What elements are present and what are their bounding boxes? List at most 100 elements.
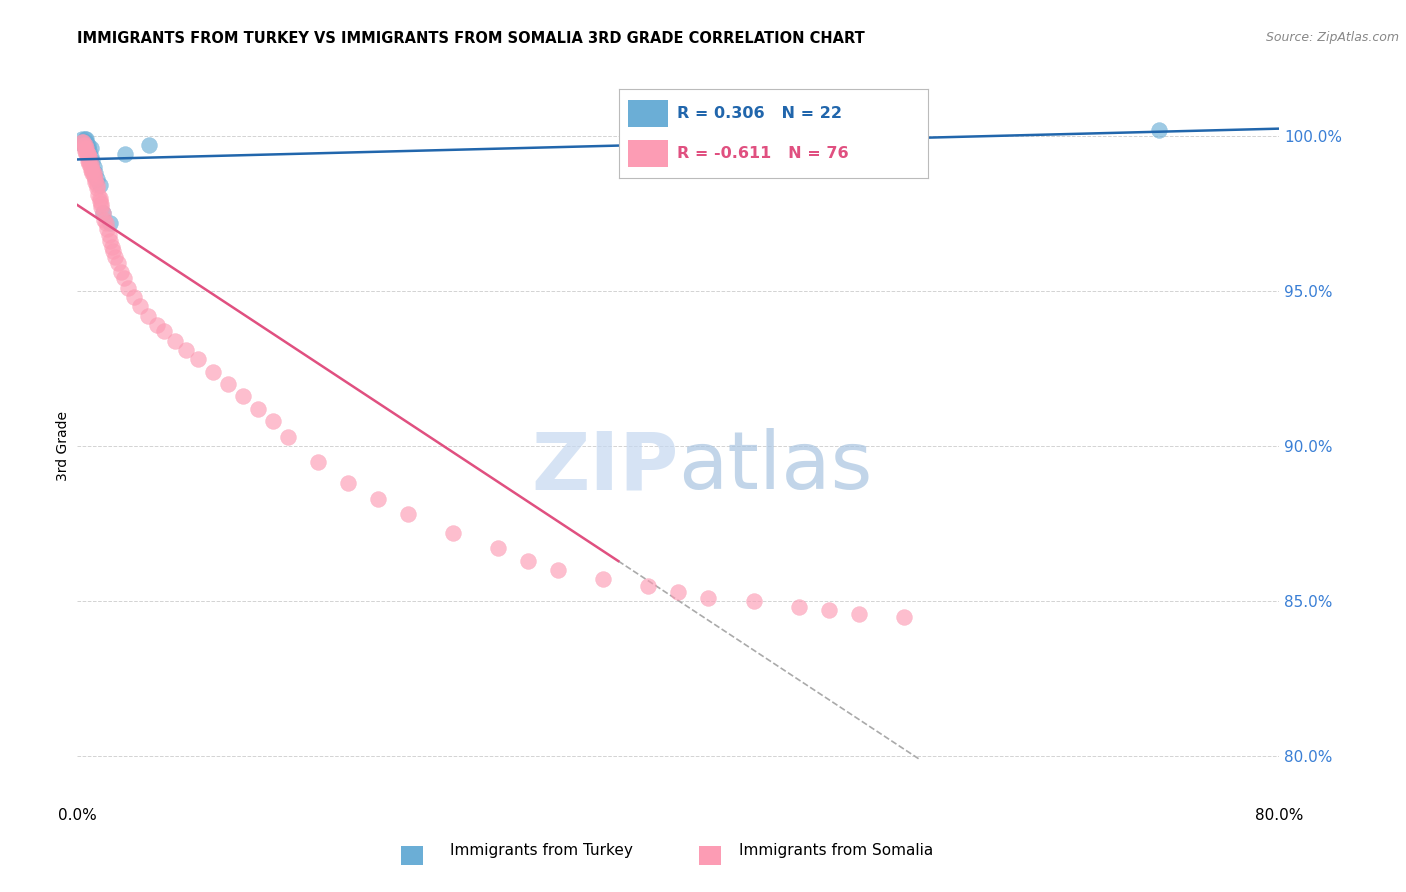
Point <box>697 591 720 605</box>
Point <box>201 365 224 379</box>
Point <box>75 141 97 155</box>
Text: Source: ZipAtlas.com: Source: ZipAtlas.com <box>1265 31 1399 45</box>
Text: IMMIGRANTS FROM TURKEY VS IMMIGRANTS FROM SOMALIA 3RD GRADE CORRELATION CHART: IMMIGRANTS FROM TURKEY VS IMMIGRANTS FRO… <box>77 31 865 46</box>
Point <box>84 166 107 180</box>
Point <box>262 414 284 428</box>
Point <box>89 178 111 193</box>
Point <box>592 573 614 587</box>
Point <box>277 430 299 444</box>
Point <box>83 166 105 180</box>
Point <box>76 141 98 155</box>
Point <box>517 554 540 568</box>
Point <box>84 172 107 186</box>
Point <box>153 324 176 338</box>
Point <box>86 181 108 195</box>
Point <box>83 160 105 174</box>
Point <box>97 227 120 242</box>
Point <box>136 309 159 323</box>
Point <box>367 491 389 506</box>
Text: R = 0.306   N = 22: R = 0.306 N = 22 <box>678 106 842 120</box>
Point <box>129 299 152 313</box>
Point <box>163 334 186 348</box>
Point <box>547 563 569 577</box>
Point <box>848 607 870 621</box>
Point <box>70 132 93 146</box>
Point <box>80 156 103 170</box>
Point <box>100 234 122 248</box>
Point <box>73 141 96 155</box>
Point <box>174 343 197 357</box>
Y-axis label: 3rd Grade: 3rd Grade <box>56 411 70 481</box>
Point <box>75 147 97 161</box>
Point <box>73 138 96 153</box>
Point <box>107 256 129 270</box>
Point <box>80 160 103 174</box>
Point <box>396 508 419 522</box>
Point <box>742 594 765 608</box>
Point <box>112 271 135 285</box>
Point <box>82 166 104 180</box>
Point <box>103 244 125 258</box>
Point <box>217 376 239 391</box>
Text: R = -0.611   N = 76: R = -0.611 N = 76 <box>678 146 849 161</box>
Point <box>146 318 169 332</box>
Point <box>668 584 690 599</box>
Point <box>232 389 254 403</box>
Point <box>79 145 101 159</box>
Point <box>76 151 98 165</box>
Point <box>138 138 160 153</box>
Point <box>70 135 93 149</box>
Point <box>72 135 94 149</box>
Text: atlas: atlas <box>679 428 873 507</box>
Point <box>75 132 97 146</box>
Text: ZIP: ZIP <box>531 428 679 507</box>
Text: Immigrants from Somalia: Immigrants from Somalia <box>740 843 934 857</box>
Point <box>79 151 101 165</box>
Point <box>84 175 107 189</box>
Point <box>87 187 110 202</box>
Point <box>73 132 96 146</box>
Point <box>486 541 509 556</box>
Point <box>104 250 127 264</box>
Bar <box>628 100 668 127</box>
Point <box>893 609 915 624</box>
Point <box>86 178 108 193</box>
Point <box>80 162 103 177</box>
Point <box>73 135 96 149</box>
Point <box>76 147 98 161</box>
Point <box>75 145 97 159</box>
Point <box>73 145 96 159</box>
Point <box>89 194 111 208</box>
Point <box>100 216 122 230</box>
Point <box>76 147 98 161</box>
Point <box>75 135 97 149</box>
Point <box>96 222 118 236</box>
Bar <box>628 140 668 167</box>
Point <box>117 281 139 295</box>
Point <box>187 352 209 367</box>
Point <box>441 525 464 540</box>
Point <box>82 162 104 177</box>
Point <box>94 216 117 230</box>
Point <box>90 200 112 214</box>
Point <box>246 401 269 416</box>
Point <box>82 153 104 168</box>
Point <box>80 151 103 165</box>
Point <box>336 476 359 491</box>
Point <box>79 156 101 170</box>
Point <box>83 169 105 183</box>
Point <box>72 138 94 153</box>
Point <box>86 172 108 186</box>
Point <box>101 240 124 254</box>
Point <box>75 138 97 153</box>
Text: Immigrants from Turkey: Immigrants from Turkey <box>450 843 633 857</box>
Point <box>90 197 112 211</box>
Point <box>76 153 98 168</box>
Point <box>110 265 132 279</box>
Point <box>817 603 839 617</box>
Point <box>76 138 98 153</box>
Point <box>307 454 329 468</box>
Point <box>93 212 115 227</box>
Point <box>637 579 659 593</box>
Point <box>1149 122 1171 136</box>
